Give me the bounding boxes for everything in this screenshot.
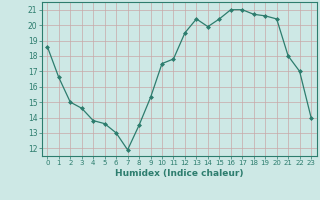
X-axis label: Humidex (Indice chaleur): Humidex (Indice chaleur) (115, 169, 244, 178)
